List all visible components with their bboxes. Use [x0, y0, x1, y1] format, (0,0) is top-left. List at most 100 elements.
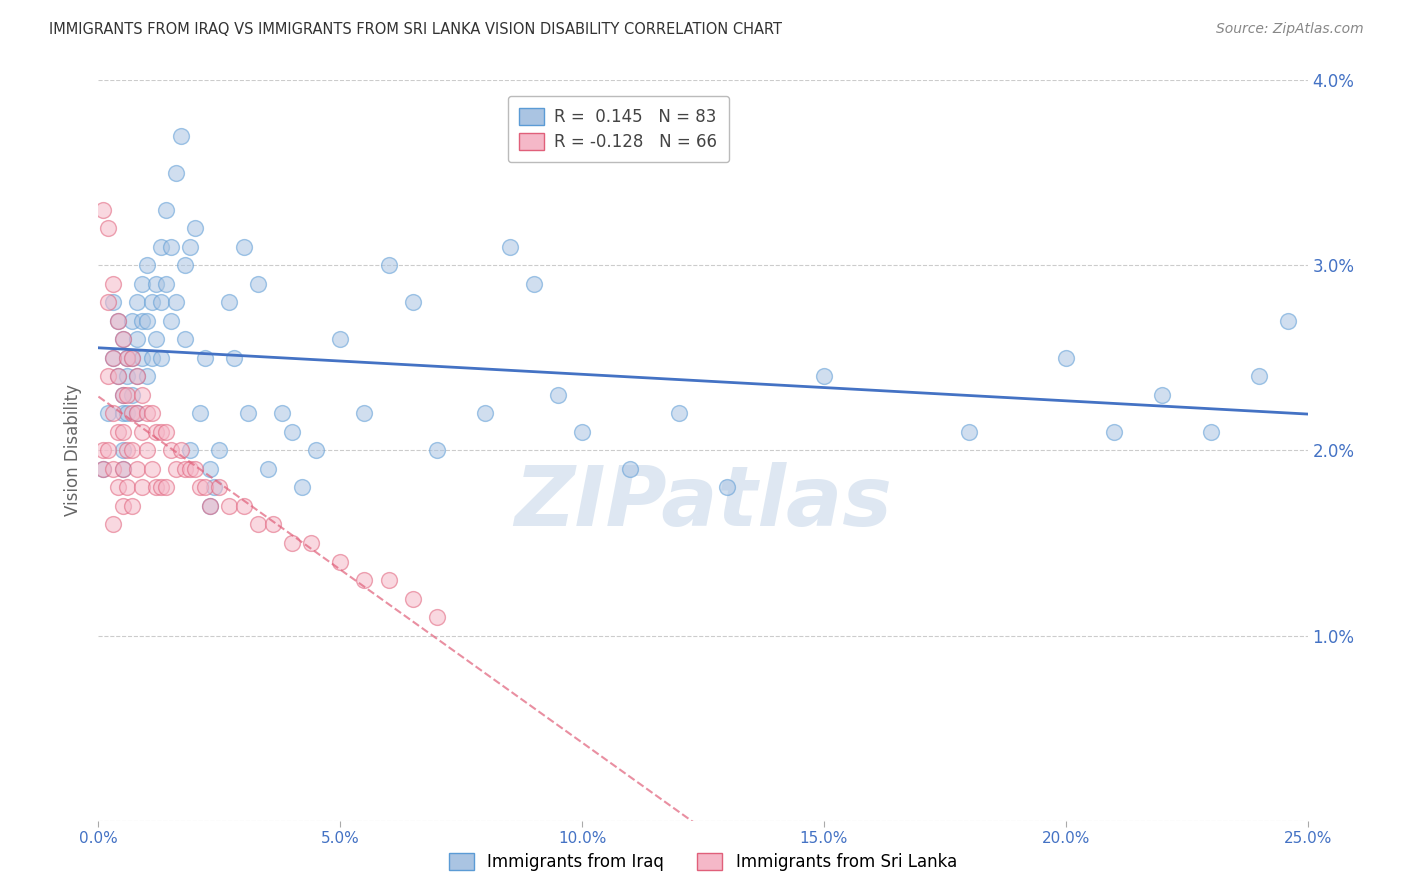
Point	[1054, 351, 1077, 365]
Point	[111, 388, 134, 402]
Point	[523, 277, 546, 291]
Point	[107, 314, 129, 328]
Point	[232, 240, 254, 254]
Point	[218, 295, 240, 310]
Point	[117, 407, 139, 421]
Point	[97, 295, 120, 310]
Point	[121, 388, 143, 402]
Point	[141, 351, 163, 365]
Point	[813, 369, 835, 384]
Point	[174, 259, 197, 273]
Point	[174, 462, 197, 476]
Point	[1249, 369, 1271, 384]
Point	[97, 443, 120, 458]
Point	[127, 462, 149, 476]
Point	[117, 369, 139, 384]
Text: Source: ZipAtlas.com: Source: ZipAtlas.com	[1216, 22, 1364, 37]
Point	[97, 221, 120, 235]
Text: ZIPatlas: ZIPatlas	[515, 462, 891, 543]
Point	[179, 240, 201, 254]
Point	[198, 499, 221, 513]
Point	[145, 481, 167, 495]
Point	[238, 407, 260, 421]
Point	[198, 462, 221, 476]
Legend: Immigrants from Iraq, Immigrants from Sri Lanka: Immigrants from Iraq, Immigrants from Sr…	[440, 845, 966, 880]
Point	[150, 425, 173, 439]
Point	[135, 259, 157, 273]
Point	[329, 333, 352, 347]
Point	[184, 462, 207, 476]
Point	[1277, 314, 1299, 328]
Point	[188, 407, 211, 421]
Point	[281, 536, 304, 550]
Point	[117, 443, 139, 458]
Point	[256, 462, 278, 476]
Point	[194, 481, 217, 495]
Point	[135, 443, 157, 458]
Point	[198, 499, 221, 513]
Point	[290, 481, 312, 495]
Point	[135, 369, 157, 384]
Point	[145, 277, 167, 291]
Point	[498, 240, 520, 254]
Point	[160, 240, 183, 254]
Point	[208, 443, 231, 458]
Point	[247, 517, 270, 532]
Point	[107, 314, 129, 328]
Point	[155, 481, 177, 495]
Point	[141, 407, 163, 421]
Point	[1199, 425, 1222, 439]
Point	[91, 462, 114, 476]
Point	[131, 388, 153, 402]
Point	[155, 202, 177, 217]
Point	[160, 443, 183, 458]
Point	[111, 425, 134, 439]
Point	[131, 314, 153, 328]
Point	[957, 425, 980, 439]
Point	[165, 166, 187, 180]
Point	[174, 333, 197, 347]
Point	[91, 443, 114, 458]
Point	[101, 295, 124, 310]
Point	[107, 425, 129, 439]
Y-axis label: Vision Disability: Vision Disability	[65, 384, 83, 516]
Point	[247, 277, 270, 291]
Point	[1152, 388, 1174, 402]
Point	[184, 221, 207, 235]
Point	[121, 314, 143, 328]
Point	[101, 407, 124, 421]
Point	[194, 351, 217, 365]
Legend: R =  0.145   N = 83, R = -0.128   N = 66: R = 0.145 N = 83, R = -0.128 N = 66	[508, 96, 730, 162]
Point	[169, 443, 191, 458]
Point	[111, 462, 134, 476]
Point	[150, 481, 173, 495]
Point	[111, 443, 134, 458]
Point	[121, 407, 143, 421]
Point	[117, 351, 139, 365]
Point	[377, 573, 399, 587]
Point	[165, 295, 187, 310]
Point	[299, 536, 322, 550]
Point	[188, 481, 211, 495]
Point	[402, 295, 425, 310]
Point	[377, 259, 399, 273]
Point	[150, 351, 173, 365]
Point	[127, 407, 149, 421]
Point	[353, 573, 375, 587]
Point	[165, 462, 187, 476]
Point	[117, 481, 139, 495]
Point	[179, 462, 201, 476]
Point	[97, 407, 120, 421]
Point	[547, 388, 569, 402]
Point	[141, 295, 163, 310]
Point	[135, 314, 157, 328]
Point	[131, 351, 153, 365]
Point	[232, 499, 254, 513]
Point	[271, 407, 294, 421]
Point	[668, 407, 690, 421]
Point	[111, 388, 134, 402]
Point	[1102, 425, 1125, 439]
Point	[204, 481, 226, 495]
Point	[111, 407, 134, 421]
Point	[107, 369, 129, 384]
